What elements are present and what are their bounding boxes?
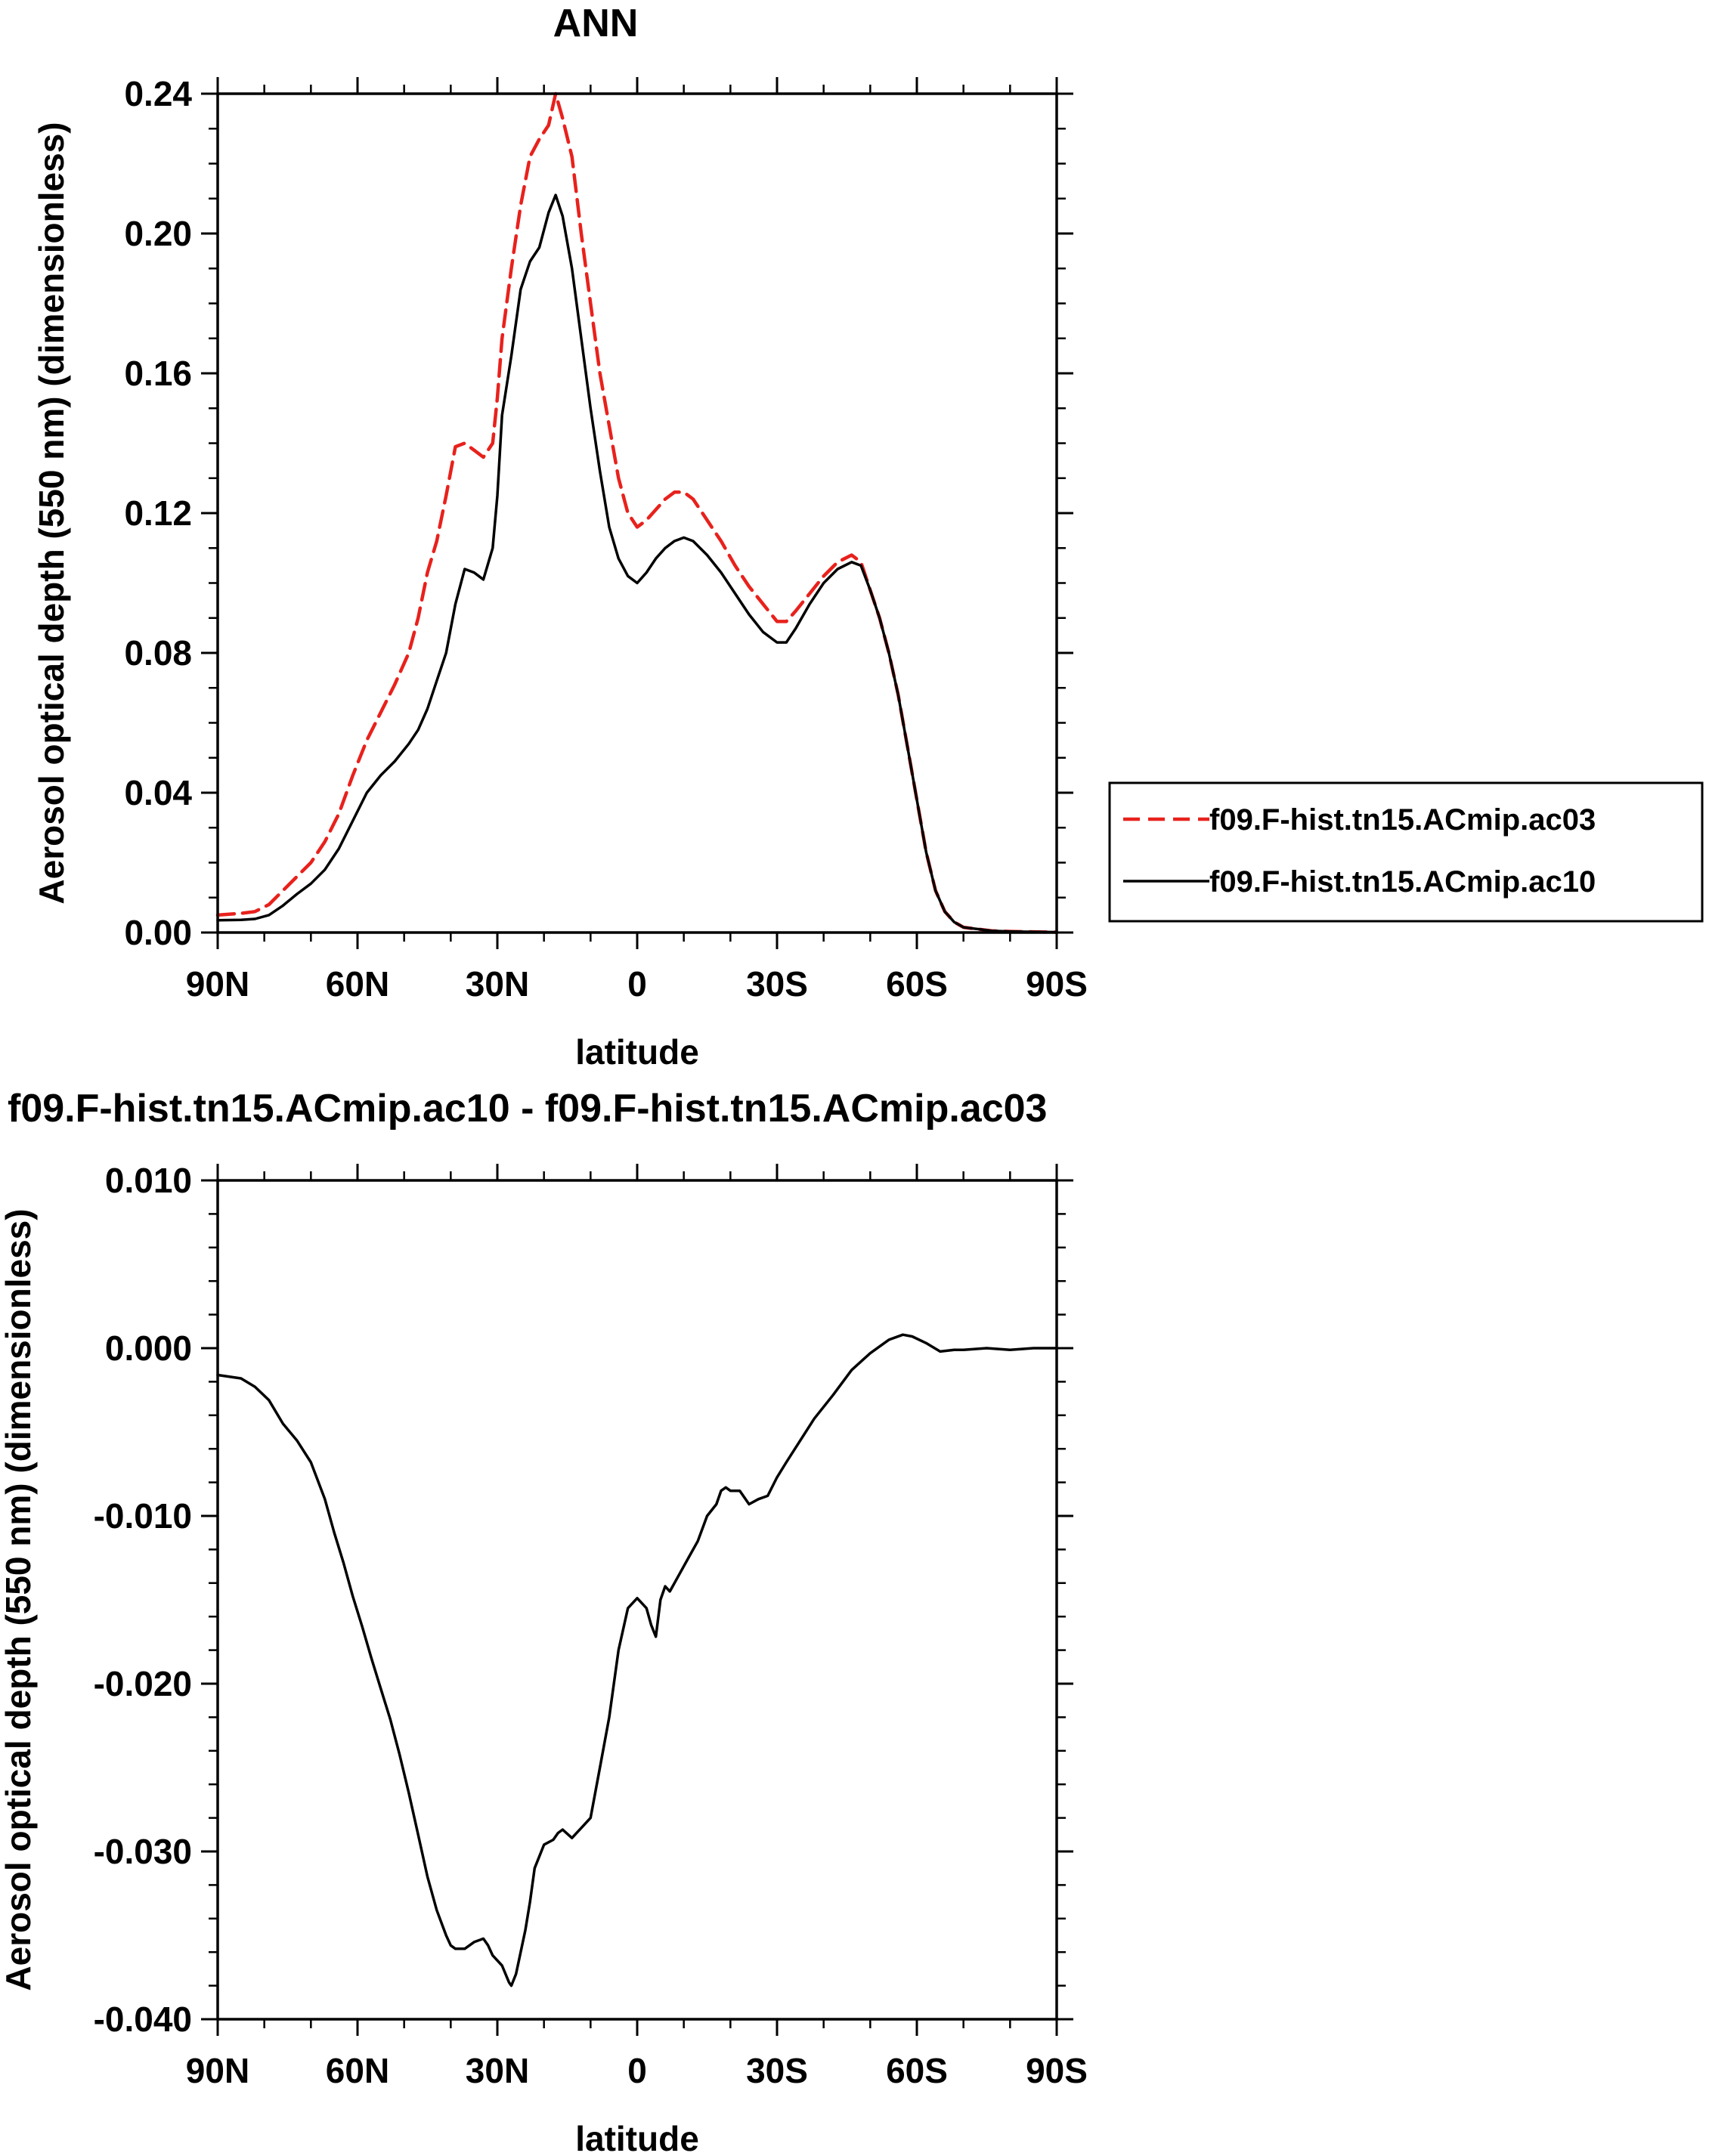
y-tick-label: 0.24 [124,74,192,113]
y-tick-label: 0.010 [105,1161,192,1200]
x-axis-title: latitude [575,2119,699,2156]
y-tick-label: -0.020 [94,1664,192,1703]
tick-group: 90N 60N 30N 0 30S 60S 90S 0.00 0.04 0.08 0.12 0.16 0… [124,74,1087,1004]
x-tick-label: 0 [627,964,647,1004]
legend-label-ac10: f09.F-hist.tn15.ACmip.ac10 [1209,865,1596,899]
y-tick-label: 0.00 [124,913,192,952]
y-tick-label: 0.000 [105,1329,192,1368]
y-tick-label: 0.04 [124,773,192,812]
tick-group: 90N 60N 30N 0 30S 60S 90S 0.010 0.000 -0.010 -0.02… [94,1161,1088,2090]
x-tick-label: 30N [466,964,529,1004]
chart-title: f09.F-hist.tn15.ACmip.ac10 - f09.F-hist.… [8,1087,1047,1131]
x-tick-label: 60N [326,964,389,1004]
x-tick-label: 60S [886,2051,948,2090]
x-tick-label: 90N [186,964,249,1004]
y-tick-label: -0.030 [94,1832,192,1871]
x-axis-title: latitude [575,1032,699,1072]
y-tick-label: 0.12 [124,493,192,533]
x-tick-label: 0 [627,2051,647,2090]
x-tick-label: 90S [1026,2051,1088,2090]
legend-box [1108,781,1704,923]
series-line-1 [216,1333,1058,1987]
legend-label-ac03: f09.F-hist.tn15.ACmip.ac03 [1209,803,1596,837]
y-tick-label: 0.16 [124,354,192,393]
x-tick-label: 30S [746,2051,808,2090]
panel-difference: f09.F-hist.tn15.ACmip.ac10 - f09.F-hist.… [0,1087,1088,2156]
y-tick-label: 0.20 [124,214,192,253]
series-group [215,91,1059,934]
x-tick-label: 90S [1026,964,1088,1004]
x-tick-label: 60N [326,2051,389,2090]
x-tick-label: 30S [746,964,808,1004]
y-axis-title: Aerosol optical depth (550 nm) (dimensio… [32,122,71,904]
x-tick-label: 60S [886,964,948,1004]
y-tick-label: -0.010 [94,1496,192,1536]
plot-frame [216,92,1058,934]
chart-title: ANN [553,2,639,45]
y-tick-label: -0.040 [94,2000,192,2039]
x-tick-label: 90N [186,2051,249,2090]
legend: f09.F-hist.tn15.ACmip.ac03 f09.F-hist.tn… [1108,781,1704,923]
series-line-2 [216,193,1058,934]
panel-annual-aod: ANN 90N 60N 30N 0 30S 60S 90S 0.00 0.04 0.08 0.12 0… [32,2,1704,1072]
y-axis-title: Aerosol optical depth (550 nm) (dimensio… [0,1208,38,1991]
x-tick-label: 30N [466,2051,529,2090]
y-tick-label: 0.08 [124,633,192,673]
series-group [216,1333,1058,1987]
series-line-1 [215,91,1059,934]
